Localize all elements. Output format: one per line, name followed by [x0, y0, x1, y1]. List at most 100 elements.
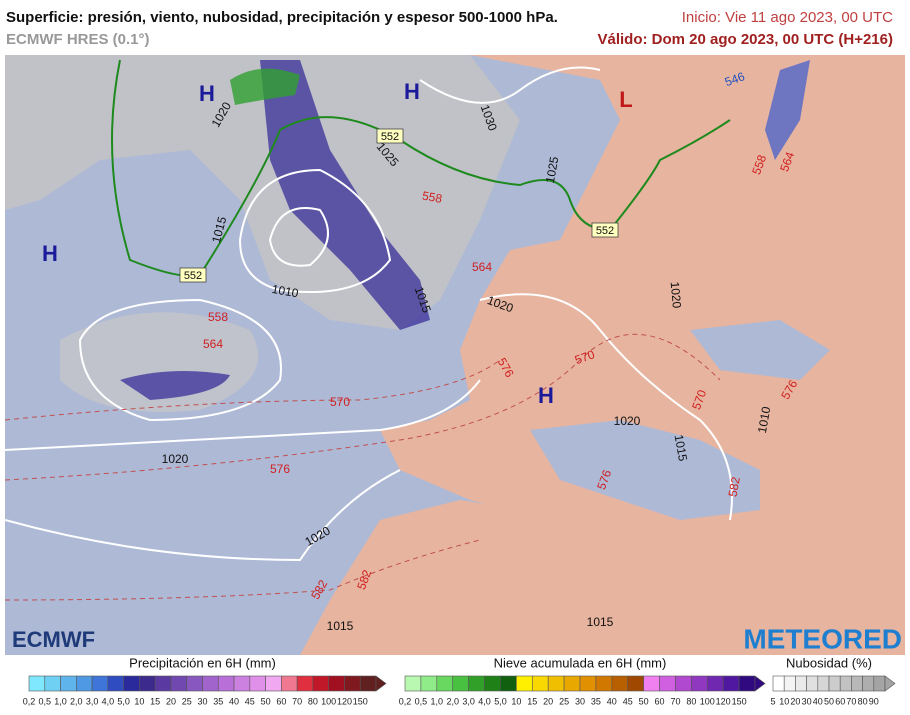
thickness-label: 582 [354, 568, 374, 592]
map [5, 55, 905, 655]
legend-swatch [468, 675, 485, 692]
legend-title: Nubosidad (%) [786, 655, 872, 670]
legend-swatch [91, 675, 109, 692]
pressure-center: H [42, 241, 58, 266]
legend-tick: 10 [134, 696, 144, 706]
thickness-label: 564 [472, 260, 492, 274]
precipitation [120, 371, 230, 400]
legend-tick: 20 [166, 696, 176, 706]
legend-swatch [772, 675, 785, 692]
model: ECMWF HRES (0.1°) [6, 31, 150, 48]
isobar-label: 1015 [587, 615, 614, 629]
legend-swatch [500, 675, 517, 692]
legend-tick: 2,0 [70, 696, 83, 706]
legend-swatch [795, 675, 807, 692]
isobar-label: 1015 [327, 619, 354, 633]
legend-swatch [873, 675, 886, 692]
thickness-label: 558 [421, 189, 443, 206]
legend-swatch [531, 675, 549, 692]
legend-swatch [265, 675, 282, 692]
legend-tick: 60 [835, 696, 845, 706]
legend-swatch [28, 675, 46, 692]
legend-title: Precipitación en 6H (mm) [129, 655, 276, 670]
legend-tick: 45 [245, 696, 255, 706]
legend-tick: 5 [770, 696, 775, 706]
legend-tick: 70 [670, 696, 680, 706]
legend-swatch [249, 675, 266, 692]
legend-swatch [722, 675, 740, 692]
legend-tick: 5,0 [117, 696, 130, 706]
legend-tick: 100 [321, 696, 336, 706]
legend-swatch [154, 675, 172, 692]
logo: METEORED [743, 623, 902, 654]
legend-tick: 60 [655, 696, 665, 706]
legend-tick: 0,5 [415, 696, 428, 706]
legend-arrow [375, 675, 387, 692]
legend-tick: 25 [182, 696, 192, 706]
legends: Precipitación en 6H (mm)0,2 0,5 1,0 2,0 3,0 4… [23, 655, 896, 706]
thickness-label: 570 [330, 395, 350, 409]
isobar-label: 1010 [271, 282, 300, 300]
thickness-label: 570 [689, 388, 709, 412]
legend-swatch [233, 675, 251, 692]
legend-swatch [828, 675, 841, 692]
legend-swatch [436, 675, 454, 692]
legend-swatch [281, 675, 298, 692]
legend-tick: 4,0 [478, 696, 491, 706]
legend-tick: 150 [353, 696, 368, 706]
legend-swatch [344, 675, 361, 692]
legend-tick: 30 [197, 696, 207, 706]
legend-swatch [328, 675, 345, 692]
title: Superficie: presión, viento, nubosidad, … [6, 9, 558, 26]
legend-tick: 80 [686, 696, 696, 706]
legend-tick: 15 [527, 696, 537, 706]
legend-swatch [202, 675, 219, 692]
legend-swatch [851, 675, 863, 692]
mediterranean [530, 420, 760, 520]
legend-tick: 40 [813, 696, 823, 706]
snow [230, 68, 300, 105]
legend-tick: 10 [511, 696, 521, 706]
pressure-center: L [619, 87, 632, 112]
isobar-label: 1015 [672, 433, 690, 462]
legend-swatch [839, 675, 852, 692]
legend-swatch [107, 675, 124, 692]
thickness-label: 558 [208, 310, 228, 324]
thickness-label: 570 [573, 347, 597, 367]
legend-swatch [817, 675, 830, 692]
precipitation [765, 60, 810, 160]
legend-title: Nieve acumulada en 6H (mm) [494, 655, 667, 670]
legend-tick: 90 [869, 696, 879, 706]
isobar-label: 1010 [755, 405, 773, 434]
thickness-label: 558 [749, 153, 769, 177]
legend-tick: 100 [700, 696, 715, 706]
isobar-label: 1020 [668, 281, 684, 309]
legend-tick: 35 [213, 696, 223, 706]
africa [300, 500, 905, 655]
isobar-label: 1025 [543, 155, 561, 184]
legend-swatch [139, 675, 156, 692]
legend-tick: 25 [559, 696, 569, 706]
legend-swatch [706, 675, 724, 692]
legend-tick: 70 [846, 696, 856, 706]
legend-tick: 70 [292, 696, 302, 706]
legend-swatch [675, 675, 692, 692]
isobar-label: 1020 [614, 414, 641, 428]
legend-tick: 4,0 [102, 696, 115, 706]
legend-tick: 5,0 [494, 696, 507, 706]
isobar-label: 1020 [162, 452, 189, 466]
legend-swatch [659, 675, 676, 692]
isobar-label: 1015 [209, 215, 230, 245]
legend-tick: 20 [543, 696, 553, 706]
legend-swatch [579, 675, 597, 692]
legend-tick: 60 [276, 696, 286, 706]
boxed-label-bg [376, 128, 404, 144]
legend-tick: 80 [308, 696, 318, 706]
legend-swatch [359, 675, 377, 692]
init-date: Inicio: Vie 11 ago 2023, 00 UTC [682, 9, 893, 26]
black-sea [690, 320, 830, 380]
thickness-label: 576 [594, 468, 614, 492]
thickness-lines [5, 333, 721, 601]
europe [380, 55, 905, 655]
